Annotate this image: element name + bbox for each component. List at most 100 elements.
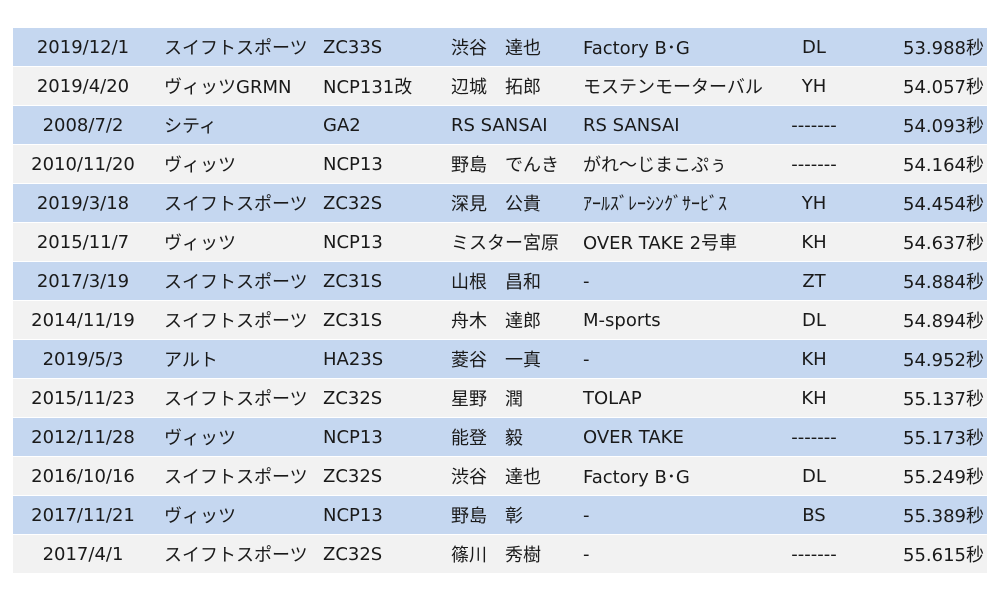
- tire-cell: -------: [791, 543, 837, 565]
- car-cell: シティ: [164, 116, 217, 137]
- team-cell: RS SANSAI: [583, 114, 680, 136]
- team-cell: -: [583, 543, 590, 565]
- car-cell: スイフトスポーツ: [164, 38, 308, 59]
- date-cell: 2017/11/21: [31, 504, 135, 526]
- team-cell: ｱｰﾙｽﾞﾚｰｼﾝｸﾞｻｰﾋﾞｽ: [583, 194, 727, 215]
- date-cell: 2019/4/20: [36, 75, 130, 97]
- car-cell: ヴィッツ: [164, 428, 236, 449]
- table-row: 2019/3/18 スイフトスポーツ ZC32S 深見 公貴 ｱｰﾙｽﾞﾚｰｼﾝ…: [13, 183, 987, 222]
- team-cell: TOLAP: [583, 387, 642, 409]
- car-cell: ヴィッツ: [164, 233, 236, 254]
- team-cell: がれ～じまこぷぅ: [583, 155, 727, 176]
- date-cell: 2015/11/7: [36, 231, 130, 253]
- team-cell: -: [583, 348, 590, 370]
- car-cell: スイフトスポーツ: [164, 311, 308, 332]
- model-cell: ZC31S: [323, 270, 383, 292]
- team-cell: -: [583, 270, 590, 292]
- model-cell: NCP13: [323, 153, 383, 175]
- driver-cell: 渋谷 達也: [451, 467, 541, 488]
- table-row: 2019/4/20 ヴィッツGRMN NCP131改 辺城 拓郎 モステンモータ…: [13, 66, 987, 105]
- driver-cell: 野島 彰: [451, 506, 523, 527]
- table-row: 2012/11/28 ヴィッツ NCP13 能登 毅 OVER TAKE ---…: [13, 417, 987, 456]
- team-cell: M-sports: [583, 309, 661, 331]
- time-cell: 54.093秒: [903, 116, 984, 137]
- time-cell: 54.164秒: [903, 155, 984, 176]
- driver-cell: 菱谷 一真: [451, 350, 541, 371]
- model-cell: ZC32S: [323, 465, 383, 487]
- car-cell: スイフトスポーツ: [164, 545, 308, 566]
- tire-cell: DL: [802, 465, 826, 487]
- team-cell: Factory B･G: [583, 38, 690, 59]
- tire-cell: KH: [801, 348, 827, 370]
- date-cell: 2017/3/19: [36, 270, 130, 292]
- table-row: 2014/11/19 スイフトスポーツ ZC31S 舟木 達郎 M-sports…: [13, 300, 987, 339]
- time-cell: 54.057秒: [903, 77, 984, 98]
- driver-cell: 深見 公貴: [451, 194, 541, 215]
- tire-cell: ZT: [802, 270, 826, 292]
- model-cell: GA2: [323, 114, 361, 136]
- model-cell: ZC31S: [323, 309, 383, 331]
- table-row: 2017/3/19 スイフトスポーツ ZC31S 山根 昌和 - ZT 54.8…: [13, 261, 987, 300]
- time-cell: 55.137秒: [903, 389, 984, 410]
- team-cell: OVER TAKE: [583, 426, 684, 448]
- driver-cell: 能登 毅: [451, 428, 523, 449]
- car-cell: ヴィッツ: [164, 506, 236, 527]
- model-cell: NCP13: [323, 504, 383, 526]
- time-cell: 54.894秒: [903, 311, 984, 332]
- date-cell: 2010/11/20: [31, 153, 135, 175]
- model-cell: ZC32S: [323, 192, 383, 214]
- driver-cell: 舟木 達郎: [451, 311, 541, 332]
- driver-cell: ミスター宮原: [451, 233, 559, 254]
- model-cell: HA23S: [323, 348, 384, 370]
- table-row: 2016/10/16 スイフトスポーツ ZC32S 渋谷 達也 Factory …: [13, 456, 987, 495]
- time-cell: 54.884秒: [903, 272, 984, 293]
- time-cell: 53.988秒: [903, 38, 984, 59]
- table-row: 2015/11/7 ヴィッツ NCP13 ミスター宮原 OVER TAKE 2号…: [13, 222, 987, 261]
- date-cell: 2017/4/1: [42, 543, 124, 565]
- driver-cell: 渋谷 達也: [451, 38, 541, 59]
- tire-cell: YH: [801, 75, 827, 97]
- driver-cell: 篠川 秀樹: [451, 545, 541, 566]
- team-cell: モステンモーターバル: [583, 77, 763, 98]
- date-cell: 2015/11/23: [31, 387, 135, 409]
- table-row: 2019/12/1 スイフトスポーツ ZC33S 渋谷 達也 Factory B…: [13, 27, 987, 66]
- date-cell: 2019/3/18: [36, 192, 130, 214]
- date-cell: 2008/7/2: [42, 114, 124, 136]
- table-row: 2015/11/23 スイフトスポーツ ZC32S 星野 潤 TOLAP KH …: [13, 378, 987, 417]
- car-cell: スイフトスポーツ: [164, 467, 308, 488]
- driver-cell: 辺城 拓郎: [451, 77, 541, 98]
- table-row: 2019/5/3 アルト HA23S 菱谷 一真 - KH 54.952秒: [13, 339, 987, 378]
- time-cell: 54.454秒: [903, 194, 984, 215]
- driver-cell: 野島 でんき: [451, 155, 559, 176]
- time-cell: 54.952秒: [903, 350, 984, 371]
- model-cell: ZC33S: [323, 36, 383, 58]
- date-cell: 2019/12/1: [36, 36, 130, 58]
- table-row: 2017/4/1 スイフトスポーツ ZC32S 篠川 秀樹 - ------- …: [13, 534, 987, 573]
- date-cell: 2016/10/16: [31, 465, 135, 487]
- tire-cell: DL: [802, 309, 826, 331]
- tire-cell: BS: [802, 504, 826, 526]
- tire-cell: YH: [801, 192, 827, 214]
- team-cell: OVER TAKE 2号車: [583, 233, 738, 254]
- car-cell: ヴィッツ: [164, 155, 236, 176]
- tire-cell: -------: [791, 426, 837, 448]
- date-cell: 2014/11/19: [31, 309, 135, 331]
- tire-cell: -------: [791, 153, 837, 175]
- model-cell: ZC32S: [323, 387, 383, 409]
- model-cell: NCP13: [323, 231, 383, 253]
- date-cell: 2012/11/28: [31, 426, 135, 448]
- time-cell: 54.637秒: [903, 233, 984, 254]
- tire-cell: KH: [801, 387, 827, 409]
- driver-cell: 山根 昌和: [451, 272, 541, 293]
- time-cell: 55.173秒: [903, 428, 984, 449]
- car-cell: スイフトスポーツ: [164, 194, 308, 215]
- time-cell: 55.389秒: [903, 506, 984, 527]
- model-cell: ZC32S: [323, 543, 383, 565]
- driver-cell: 星野 潤: [451, 389, 523, 410]
- model-cell: NCP13: [323, 426, 383, 448]
- team-cell: -: [583, 504, 590, 526]
- model-cell: NCP131改: [323, 77, 413, 98]
- date-cell: 2019/5/3: [42, 348, 124, 370]
- lap-record-table: 2019/12/1 スイフトスポーツ ZC33S 渋谷 達也 Factory B…: [13, 27, 987, 573]
- car-cell: スイフトスポーツ: [164, 389, 308, 410]
